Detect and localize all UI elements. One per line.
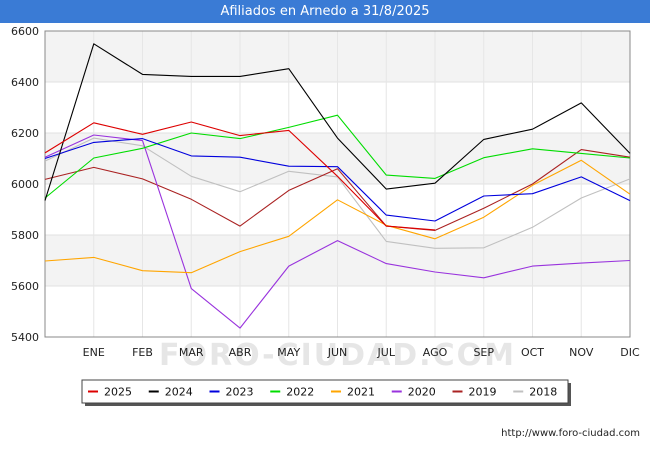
- y-tick-label: 6000: [11, 178, 39, 191]
- legend-label-2018: 2018: [529, 386, 557, 399]
- chart-title: Afiliados en Arnedo a 31/8/2025: [0, 0, 650, 23]
- legend-label-2020: 2020: [408, 386, 436, 399]
- y-tick-label: 5600: [11, 280, 39, 293]
- series-line-2025: [44, 121, 436, 231]
- legend-box: [81, 379, 569, 404]
- legend-label-2022: 2022: [286, 386, 314, 399]
- x-tick-label: JUN: [327, 346, 348, 359]
- x-tick-label: DIC: [620, 346, 640, 359]
- y-tick-label: 5800: [11, 229, 39, 242]
- legend-label-2023: 2023: [226, 386, 254, 399]
- y-tick-label: 6400: [11, 76, 39, 89]
- x-tick-label: ENE: [83, 346, 105, 359]
- y-tick-label: 6600: [11, 25, 39, 38]
- x-tick-label: NOV: [569, 346, 594, 359]
- y-tick-label: 5400: [11, 331, 39, 344]
- y-tick-label: 6200: [11, 127, 39, 140]
- legend-label-2021: 2021: [347, 386, 375, 399]
- x-tick-label: ABR: [229, 346, 252, 359]
- series-line-2023: [44, 138, 631, 222]
- x-tick-label: SEP: [473, 346, 494, 359]
- watermark: FORO-CIUDAD.COM: [159, 338, 516, 373]
- series-line-2019: [44, 149, 631, 231]
- legend-label-2024: 2024: [165, 386, 193, 399]
- x-tick-label: OCT: [521, 346, 544, 359]
- series-line-2022: [44, 114, 631, 199]
- series-line-2020: [44, 134, 631, 329]
- legend-label-2025: 2025: [104, 386, 132, 399]
- plot-border: [44, 30, 631, 338]
- series-line-2024: [44, 43, 631, 201]
- x-tick-label: FEB: [132, 346, 153, 359]
- x-tick-label: MAY: [277, 346, 300, 359]
- x-tick-label: AGO: [423, 346, 448, 359]
- legend-label-2019: 2019: [469, 386, 497, 399]
- x-tick-label: MAR: [179, 346, 204, 359]
- x-tick-label: JUL: [377, 346, 396, 359]
- series-line-2021: [44, 159, 631, 274]
- source-url[interactable]: http://www.foro-ciudad.com: [501, 428, 640, 439]
